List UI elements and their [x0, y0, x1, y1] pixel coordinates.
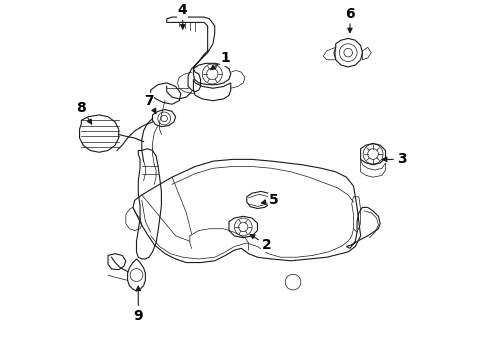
Text: 4: 4: [178, 3, 188, 29]
Text: 7: 7: [144, 94, 156, 113]
Text: 8: 8: [76, 101, 92, 124]
Text: 6: 6: [345, 6, 355, 33]
Text: 9: 9: [133, 286, 143, 323]
Text: 1: 1: [211, 51, 230, 70]
Text: 3: 3: [382, 152, 406, 166]
Text: 2: 2: [250, 234, 271, 252]
Text: 5: 5: [261, 193, 278, 207]
